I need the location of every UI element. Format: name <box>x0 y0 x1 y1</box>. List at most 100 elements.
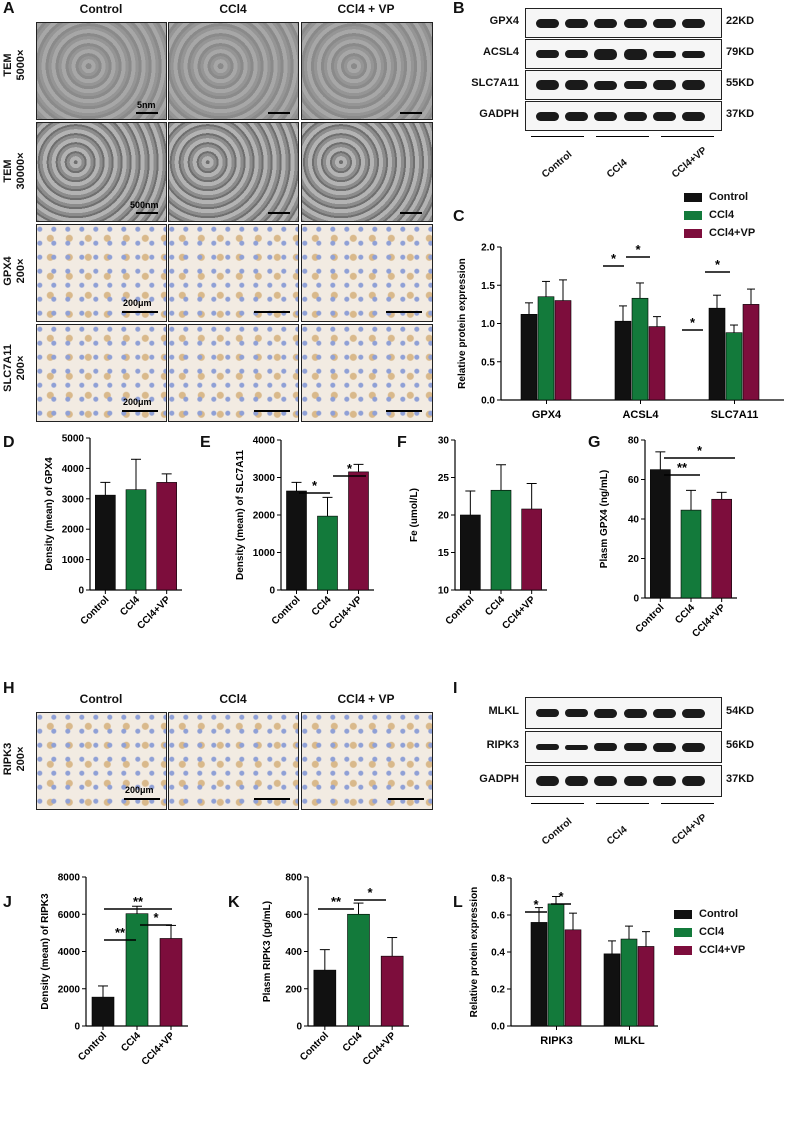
bar <box>650 469 671 599</box>
blot-band <box>536 744 560 750</box>
x-tick-label: Control <box>79 594 112 627</box>
scale-label-5nm: 5nm <box>137 100 156 110</box>
legend-item: CCl4 <box>674 923 745 941</box>
significance-label: * <box>153 910 159 925</box>
legend-swatch <box>674 927 692 937</box>
y-axis-label: Relative protein expression <box>469 887 480 1018</box>
ihc-slc7a11-ccl4-vp <box>301 324 433 422</box>
blot-band <box>565 50 589 58</box>
bar <box>159 938 183 1027</box>
significance-label: * <box>715 257 721 272</box>
blot-band <box>652 111 676 121</box>
y-tick-label: 80 <box>628 436 640 447</box>
blot-band <box>623 743 647 751</box>
bar <box>521 508 542 591</box>
x-tick-label: RIPK3 <box>540 1035 572 1047</box>
legend-bottom: Control CCl4 CCl4+VP <box>674 905 745 959</box>
blot-strip <box>525 8 722 38</box>
blot-band <box>681 776 705 786</box>
y-tick-label: 4000 <box>253 436 276 447</box>
scale-bar <box>388 798 424 800</box>
panel-label-j: J <box>3 894 12 911</box>
legend-label: Control <box>709 191 749 203</box>
x-tick-label: CCl4+VP <box>140 1030 178 1068</box>
bar <box>313 969 337 1027</box>
legend-item: CCl4+VP <box>674 941 745 959</box>
legend-item: Control <box>674 905 745 923</box>
y-tick-label: 30 <box>438 436 450 447</box>
scale-bar <box>124 798 160 800</box>
x-tick-label: GPX4 <box>532 409 562 421</box>
blot-band <box>565 111 589 121</box>
h-col-head-ccl4: CCl4 <box>219 692 247 706</box>
blot-size-label: 37KD <box>726 773 755 785</box>
panel-label-g: G <box>588 434 601 451</box>
scale-bar <box>136 112 158 114</box>
panel-label-l: L <box>453 894 463 911</box>
blot-band <box>623 708 647 718</box>
blot-band <box>623 776 647 786</box>
ihc-gpx4-ccl4 <box>168 224 299 322</box>
legend-swatch <box>674 945 692 955</box>
blot-strip <box>525 731 722 763</box>
tem-5000-ccl4 <box>168 22 299 120</box>
y-tick-label: 4000 <box>58 947 81 958</box>
y-tick-label: 200 <box>285 984 302 995</box>
y-tick-label: 0.5 <box>481 357 495 368</box>
scale-bar <box>400 212 422 214</box>
ihc-gpx4-control <box>36 224 167 322</box>
panel-label-k: K <box>228 894 240 911</box>
x-tick-label: CCl4+VP <box>690 602 728 640</box>
blot-band <box>652 708 676 718</box>
scale-bar <box>136 212 158 214</box>
x-tick-label: CCl4 <box>310 594 334 618</box>
y-tick-label: 10 <box>438 586 450 597</box>
bar <box>95 494 116 591</box>
scale-label-200um: 200μm <box>123 397 152 407</box>
x-tick-label: CCl4 <box>118 594 142 618</box>
y-tick-label: 800 <box>285 873 302 884</box>
legend-swatch <box>684 192 702 202</box>
y-tick-label: 1.0 <box>481 319 495 330</box>
blot-protein-label: GPX4 <box>489 15 519 27</box>
scale-bar <box>254 798 290 800</box>
x-tick-label: MLKL <box>614 1035 645 1047</box>
bar <box>460 514 481 591</box>
scale-bar <box>122 410 158 412</box>
blot-band <box>536 18 560 28</box>
blot-group-line <box>596 136 649 137</box>
blot-band <box>681 18 705 28</box>
scale-label-500nm: 500nm <box>130 200 159 210</box>
blot-protein-label: ACSL4 <box>482 46 519 58</box>
y-tick-label: 0.0 <box>491 1022 505 1033</box>
blot-band <box>652 50 676 58</box>
blot-band <box>623 48 647 60</box>
bar <box>547 903 565 1027</box>
blot-band <box>565 709 589 717</box>
tem-30000-ccl4-vp <box>301 122 433 222</box>
significance-label: * <box>690 315 696 330</box>
bar <box>603 953 621 1027</box>
significance-label: * <box>697 443 703 458</box>
scale-bar <box>386 311 422 313</box>
blot-band <box>623 18 647 28</box>
significance-label: ** <box>133 894 144 909</box>
blot-group-line <box>531 803 584 804</box>
blot-band <box>652 742 676 752</box>
bar <box>680 509 702 599</box>
blot-protein-label: GADPH <box>479 108 519 120</box>
bar <box>614 320 632 401</box>
x-tick-label: Control <box>298 1030 331 1063</box>
significance-label: * <box>533 897 539 912</box>
col-head-control: Control <box>79 2 123 16</box>
scale-bar <box>254 311 290 313</box>
legend-item: CCl4 <box>684 206 755 224</box>
panel-label-a: A <box>3 0 15 17</box>
tem-30000-ccl4 <box>168 122 299 222</box>
legend-label: CCl4 <box>699 926 725 938</box>
scale-label-200um: 200μm <box>123 298 152 308</box>
bar <box>554 300 572 401</box>
blot-protein-label: GADPH <box>479 773 519 785</box>
blot-strip <box>525 101 722 131</box>
blot-band <box>652 776 676 786</box>
